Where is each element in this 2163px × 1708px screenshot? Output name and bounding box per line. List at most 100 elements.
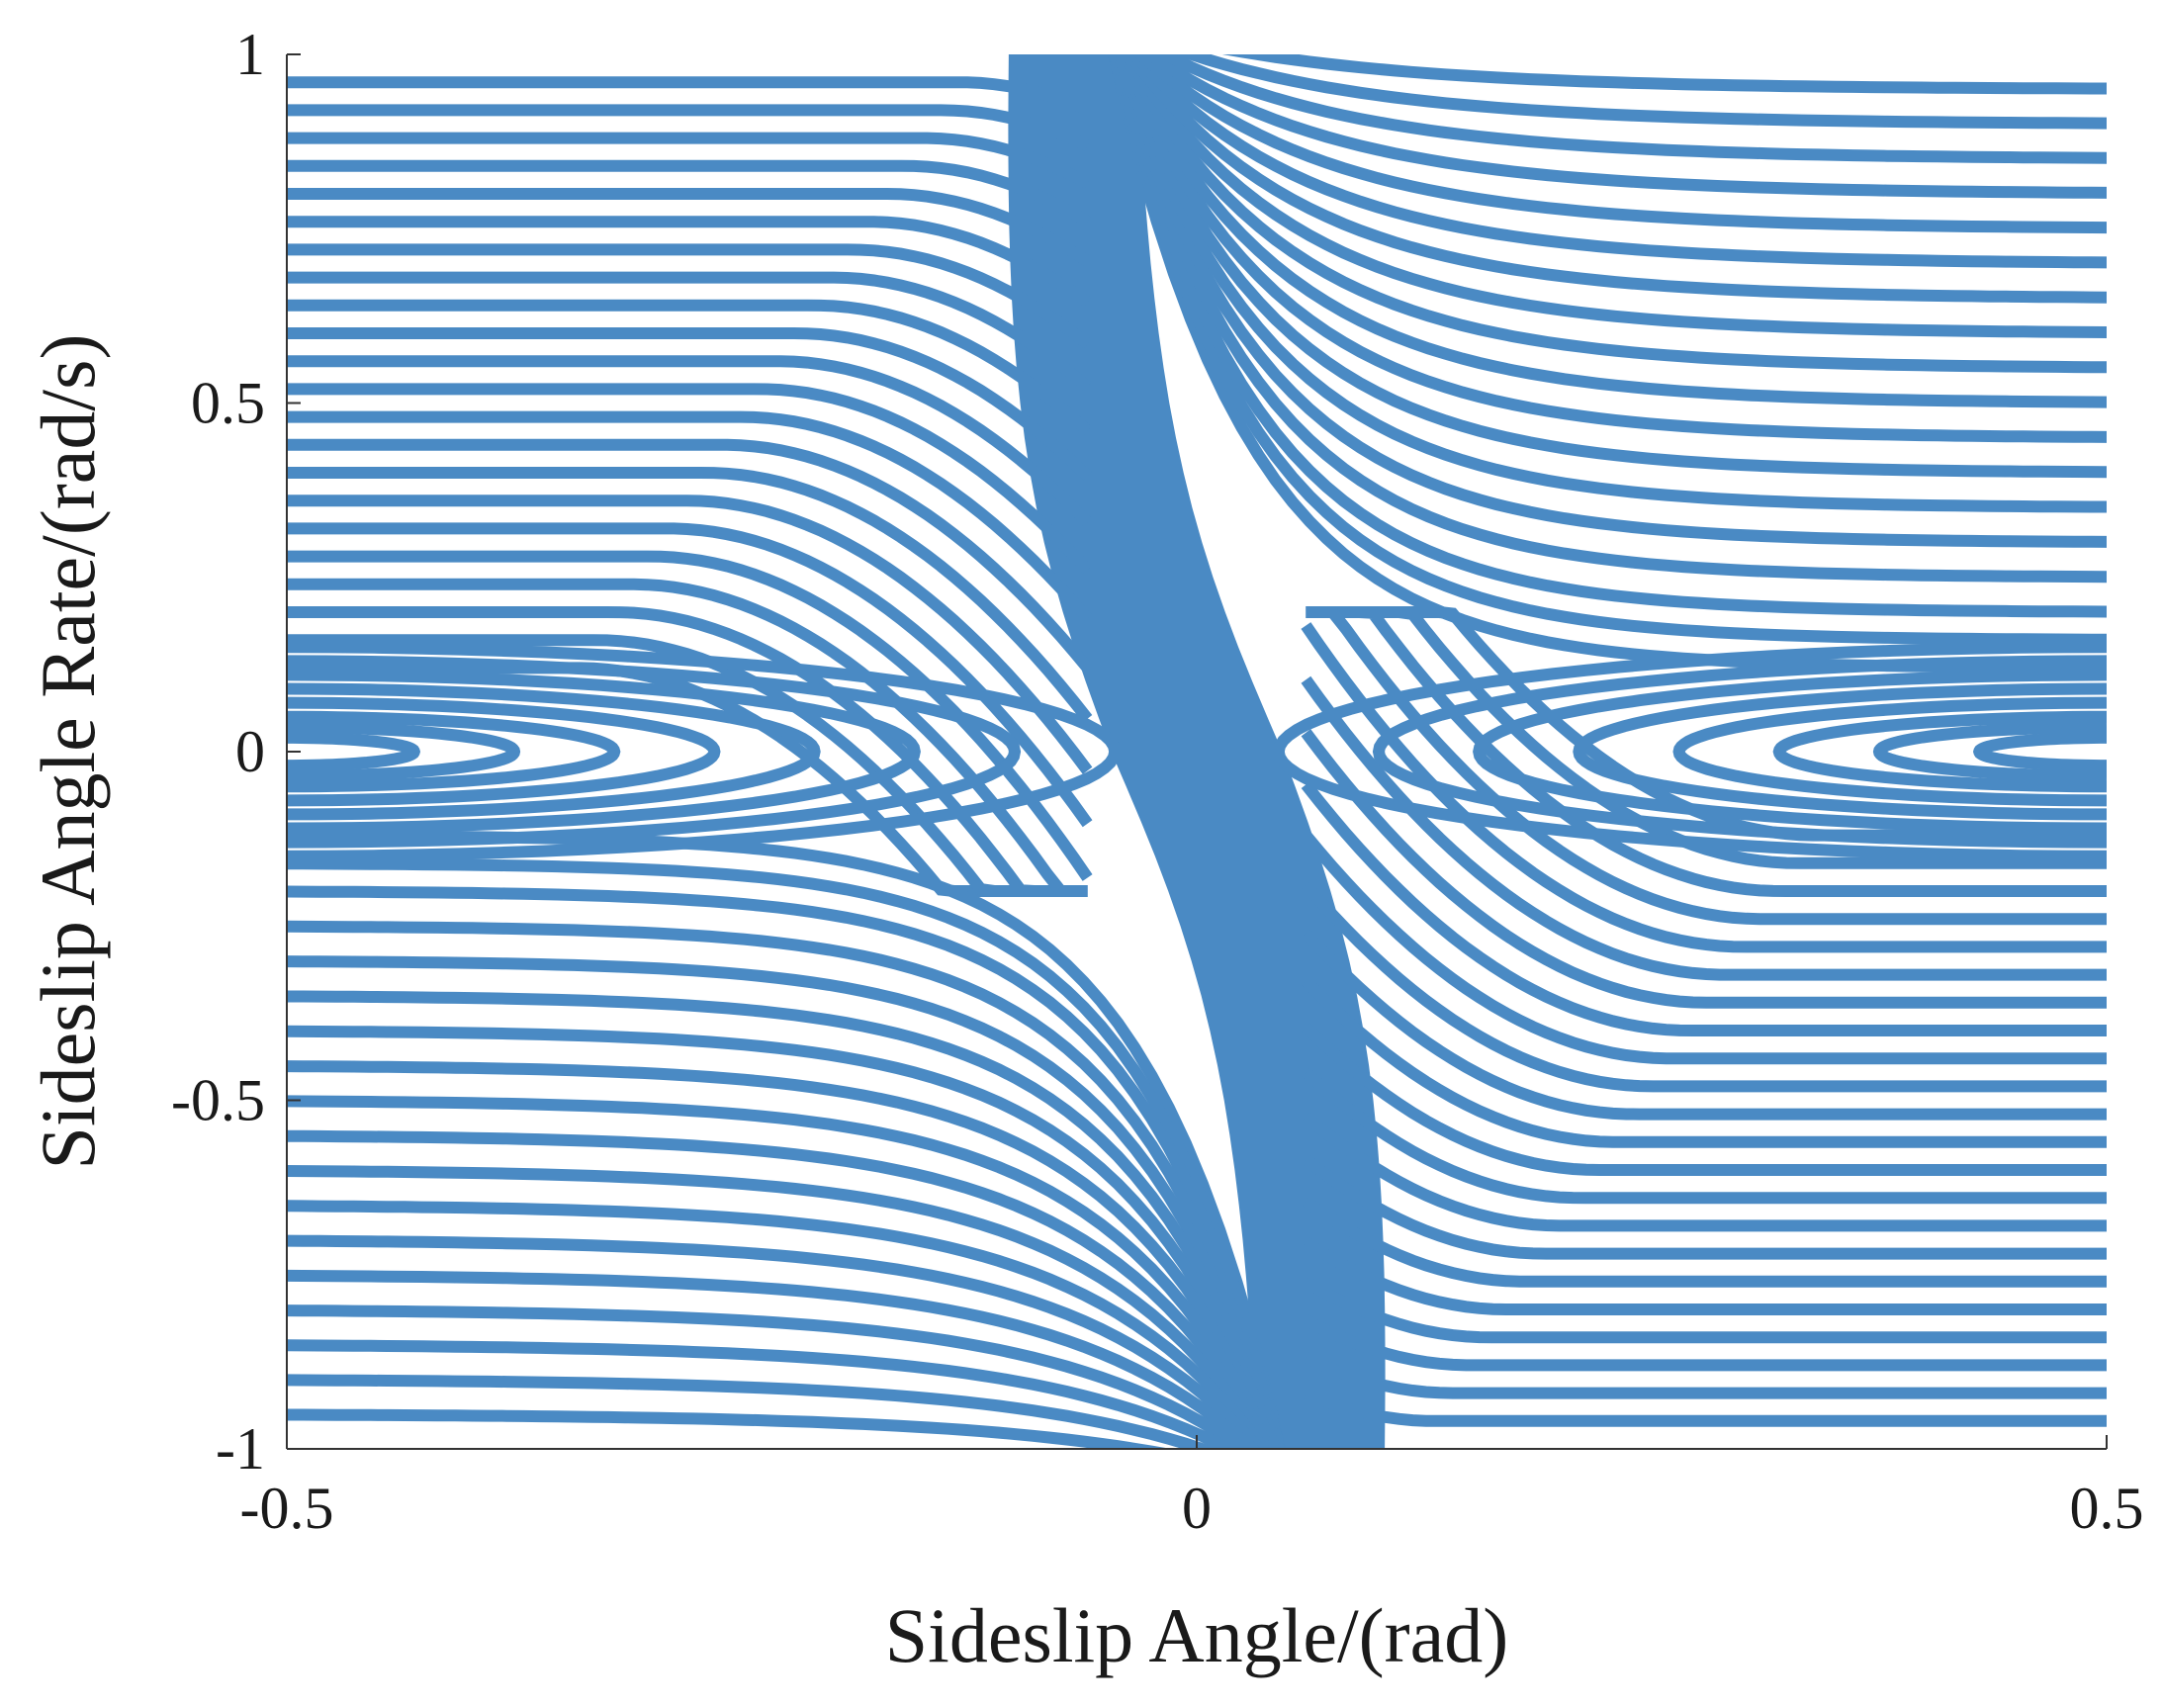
trajectory-upper-left-8 [287,438,1093,673]
axes [286,53,2108,1450]
trajectory-upper-right-5 [1111,54,2107,513]
trajectory-lower-right-16 [1302,1196,2107,1288]
trajectory-upper-left-14 [287,271,1092,392]
trajectory-lower-right-10 [1301,929,2107,1121]
trajectory-lower-left-8 [287,1095,1279,1449]
trajectory-upper-right-15 [1151,54,2107,164]
trajectory-lower-right-17 [1303,1236,2107,1315]
trajectory-upper-left-9 [287,410,1093,623]
trajectory-left-loop-4 [287,682,821,821]
central-separatrix-band [1008,54,1386,1449]
trajectory-upper-left-18 [287,159,1091,227]
trajectory-lower-left-13 [287,1269,1262,1449]
separatrix-band [1008,54,1386,1449]
trajectory-upper-left-5 [287,522,1093,828]
trajectory-lower-left-4 [287,955,1284,1449]
trajectory-upper-right-14 [1139,54,2107,199]
trajectory-upper-right-12 [1127,54,2107,269]
trajectory-upper-left-15 [287,243,1092,349]
trajectory-upper-left-21 [287,76,1090,116]
trajectory-lower-left-16 [287,1374,1220,1449]
x-tick-label: 0 [1182,1476,1212,1541]
trajectory-lower-right-5 [1301,675,2107,981]
trajectory-lower-right-2 [1306,606,2107,897]
trajectory-lower-right-12 [1302,1023,2107,1176]
trajectory-upper-left-20 [287,104,1091,151]
trajectory-lower-left-15 [287,1339,1242,1449]
trajectory-lower-right-18 [1303,1276,2107,1344]
trajectory-upper-right-10 [1119,54,2107,338]
trajectory-right-loop-2 [1772,710,2107,793]
trajectory-upper-right-17 [1222,54,2107,95]
plot-area [287,54,2107,1449]
trajectory-lower-left-10 [287,1165,1275,1449]
trajectory-upper-left-7 [287,467,1093,723]
trajectory-lower-right-19 [1303,1314,2107,1372]
trajectory-upper-left-6 [287,494,1093,774]
trajectory-upper-right-9 [1117,54,2107,374]
trajectory-upper-left-17 [287,188,1091,267]
trajectory-left-loop-7 [287,641,1122,862]
trajectory-upper-right-3 [1109,54,2107,584]
trajectory-upper-left-1 [287,634,1088,897]
tick-labels: -0.5 0 0.5-1-0.500.51 [171,22,2143,1541]
trajectory-upper-right-6 [1112,54,2107,479]
trajectory-upper-right-1 [1108,54,2107,646]
trajectory-lower-left-9 [287,1129,1277,1449]
trajectory-lower-left-11 [287,1200,1271,1449]
x-tick-label: -0.5 [240,1476,334,1541]
trajectory-lower-right-1 [1306,606,2107,869]
trajectory-lower-left-2 [287,885,1286,1449]
trajectory-lower-right-20 [1303,1352,2107,1399]
trajectory-left-loop-5 [287,669,921,835]
trajectory-upper-left-10 [287,383,1093,575]
trajectory-lower-left-12 [287,1234,1267,1449]
trajectory-upper-left-19 [287,132,1091,189]
trajectory-right-loop-6 [1372,655,2107,849]
trajectory-right-loop-1 [1872,721,2107,782]
trajectory-upper-left-16 [287,216,1092,308]
trajectory-upper-right-4 [1110,54,2107,548]
trajectory-left-loop-3 [287,696,721,807]
trajectory-left-loop-2 [287,710,621,793]
trajectory-right-loop-7 [1272,641,2107,862]
trajectory-lower-right-3 [1306,606,2107,926]
y-axis-label: Sideslip Angle Rate/(rad/s) [25,334,111,1170]
trajectory-lower-right-11 [1302,976,2107,1148]
trajectory-right-loop-0 [1972,731,2107,772]
trajectory-upper-left-13 [287,299,1092,436]
trajectory-upper-right-16 [1173,54,2107,130]
trajectory-lower-right-6 [1301,729,2107,1009]
trajectory-left-loop-6 [287,655,1022,849]
trajectory-lower-right-21 [1304,1388,2107,1427]
trajectory-right-loop-4 [1573,682,2107,821]
trajectory-lower-right-7 [1301,780,2107,1036]
trajectory-lower-right-14 [1302,1112,2107,1232]
trajectory-lower-left-7 [287,1060,1281,1449]
trajectory-lower-left-17 [287,1408,1171,1449]
x-axis-label: Sideslip Angle/(rad) [885,1592,1508,1678]
y-tick-label: -1 [216,1416,265,1482]
trajectory-left-loop-1 [287,721,521,782]
y-tick-label: 1 [235,22,265,87]
y-tick-label: 0 [235,719,265,784]
trajectory-upper-right-2 [1108,54,2107,618]
x-tick-label: 0.5 [2070,1476,2144,1541]
y-tick-label: -0.5 [171,1068,265,1133]
trajectory-right-loop-3 [1672,696,2107,807]
trajectory-lower-right-15 [1302,1154,2107,1260]
trajectory-upper-left-12 [287,327,1092,481]
trajectory-lower-left-5 [287,990,1283,1449]
trajectory-lower-right-13 [1302,1067,2107,1205]
trajectory-upper-right-11 [1123,54,2107,304]
trajectory-upper-right-13 [1131,54,2107,234]
trajectories [287,54,2107,1449]
trajectory-lower-right-9 [1301,880,2107,1093]
trajectory-lower-left-1 [287,857,1286,1449]
y-tick-label: 0.5 [191,371,265,436]
trajectory-lower-left-3 [287,920,1285,1449]
trajectory-upper-right-8 [1115,54,2107,408]
trajectory-lower-left-14 [287,1304,1254,1449]
